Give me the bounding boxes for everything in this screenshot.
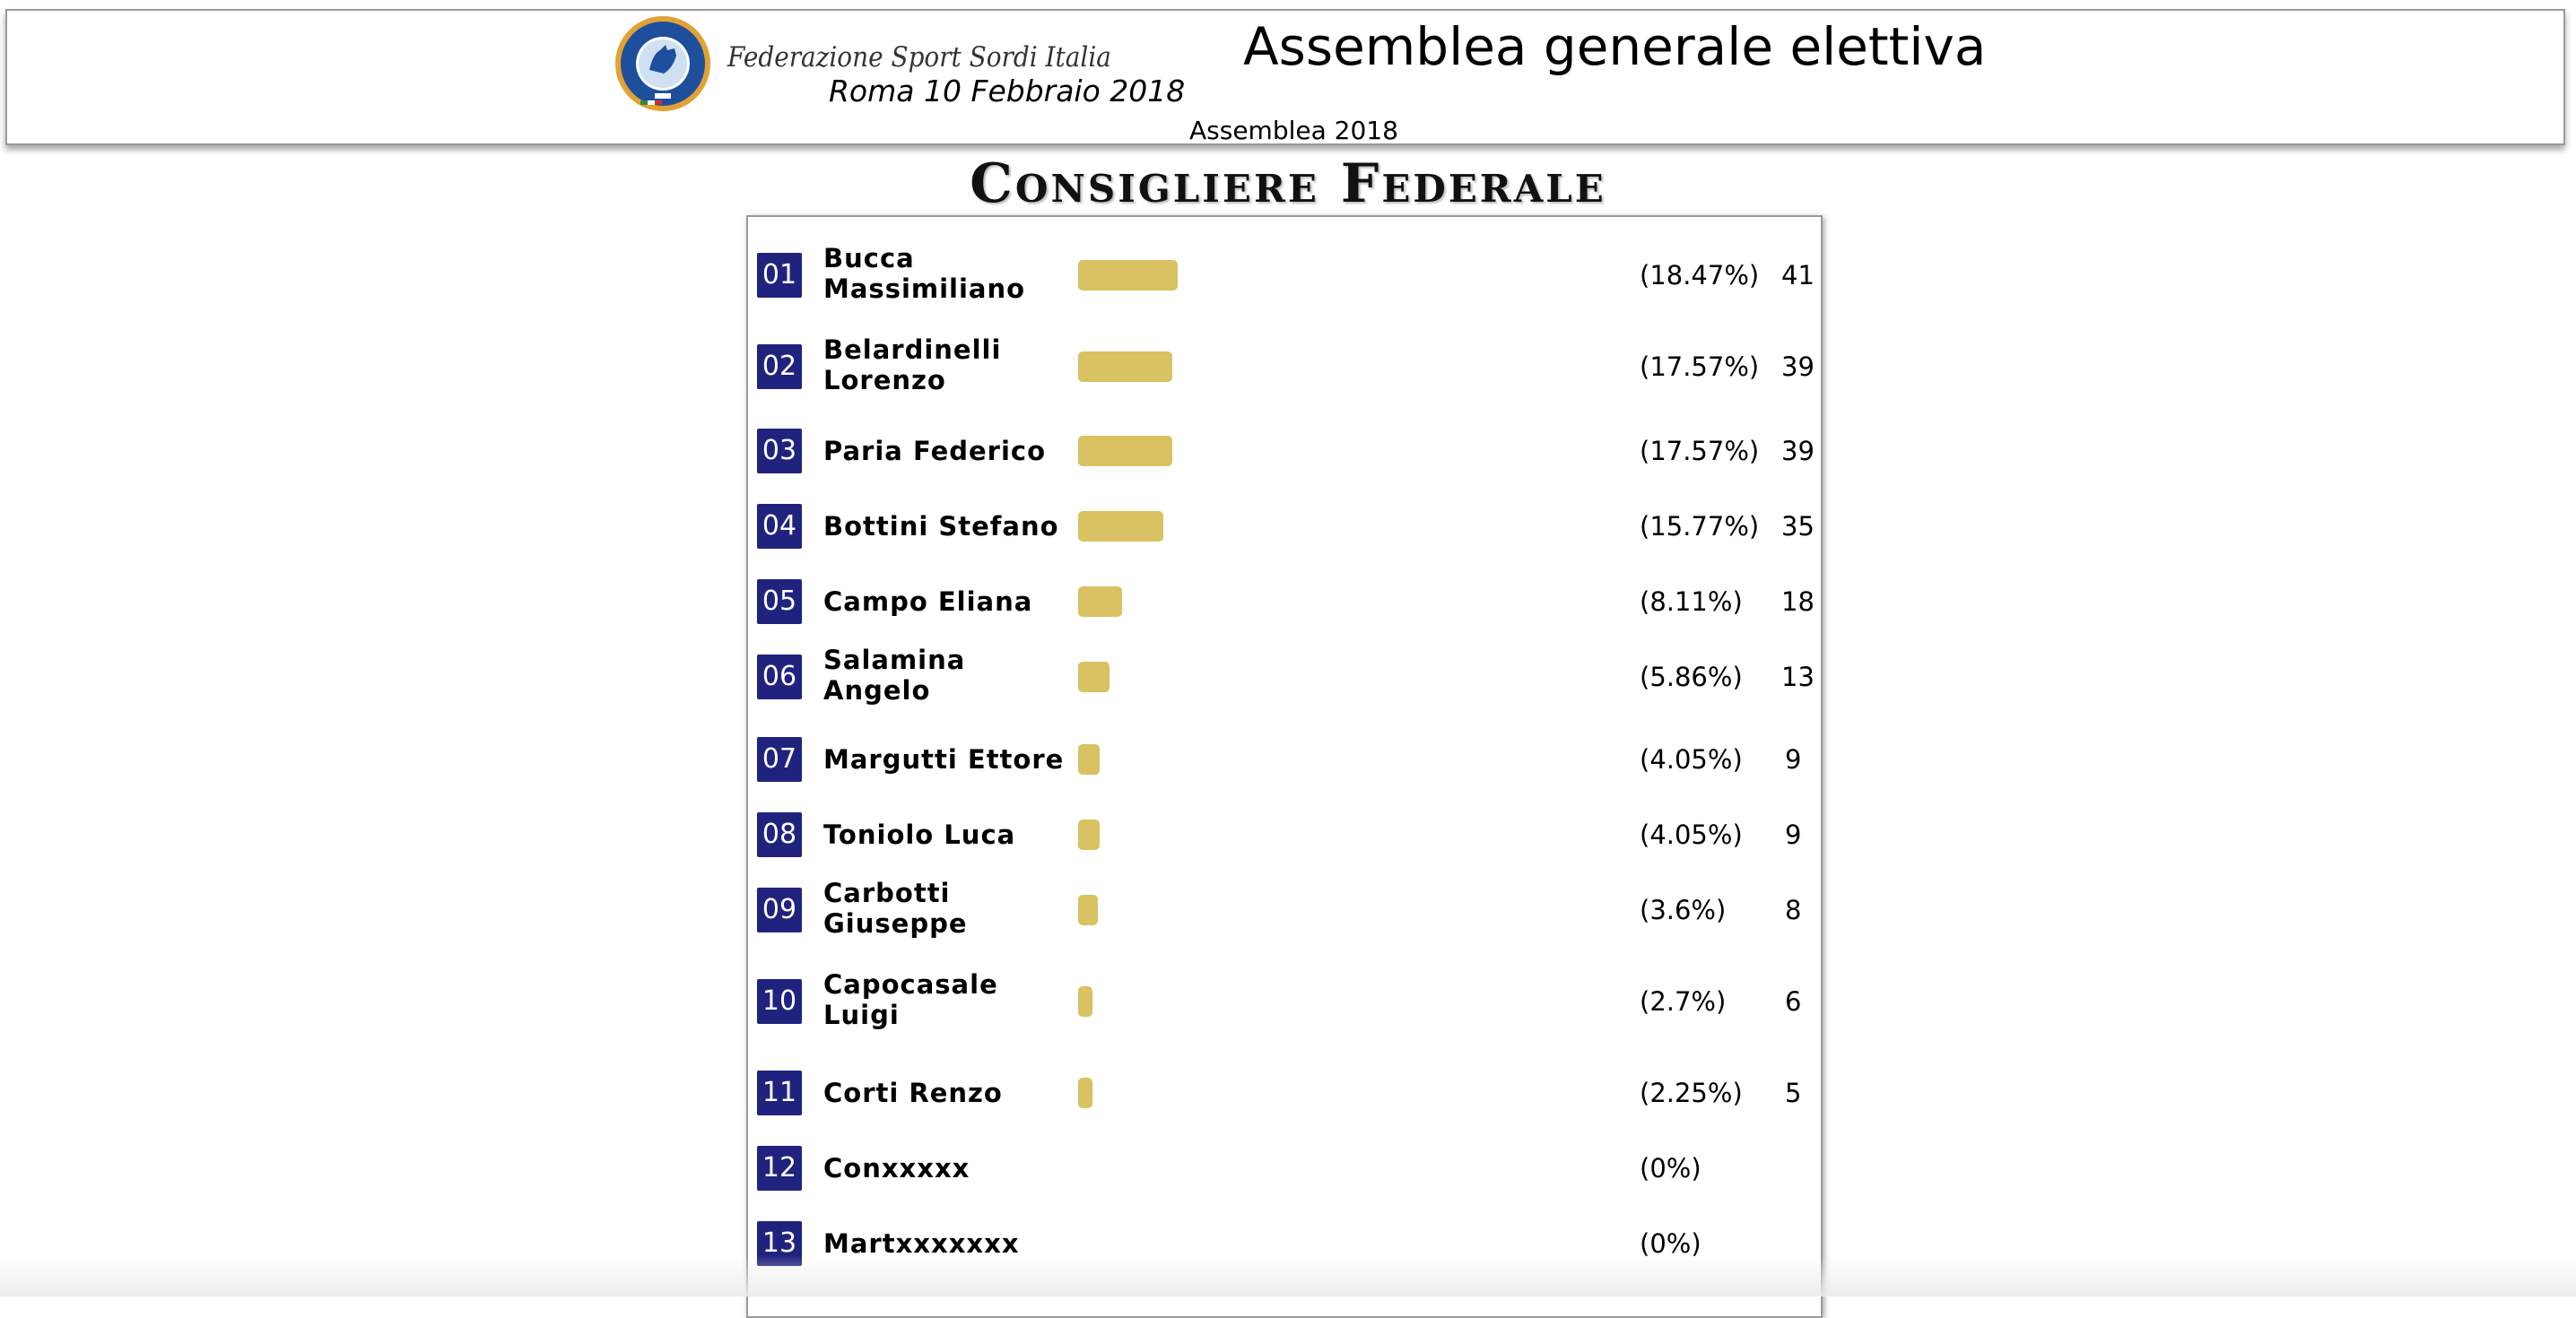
page-title: Assemblea generale elettiva: [1243, 16, 1987, 77]
candidate-name: Carbotti Giuseppe: [823, 878, 968, 939]
candidate-votes: 5: [1785, 1078, 1802, 1108]
candidate-number-badge: 09: [757, 888, 802, 932]
candidate-row: 12 Conxxxxx (0%): [748, 1142, 1821, 1214]
candidate-percentage: (2.7%): [1640, 986, 1727, 1017]
candidate-name: Salamina Angelo: [823, 645, 966, 706]
vote-share-bar: [1078, 744, 1100, 775]
meeting-date: Roma 10 Febbraio 2018: [829, 74, 1186, 108]
candidate-number-badge: 12: [757, 1146, 802, 1191]
vote-share-bar: [1078, 586, 1122, 617]
candidate-row: 08 Toniolo Luca (4.05%) 9: [748, 809, 1821, 880]
candidate-number-badge: 04: [757, 504, 802, 549]
candidate-row: 09 Carbotti Giuseppe (3.6%) 8: [748, 878, 1821, 956]
candidate-percentage: (2.25%): [1640, 1078, 1743, 1108]
candidate-votes: 9: [1785, 744, 1802, 775]
candidate-name: Toniolo Luca: [823, 819, 1016, 850]
candidate-name: Capocasale Luigi: [823, 969, 998, 1030]
candidate-votes: 6: [1785, 986, 1802, 1017]
page-header: Federazione Sport Sordi Italia Roma 10 F…: [5, 9, 2565, 145]
candidate-number-badge: 10: [757, 979, 802, 1024]
candidate-row: 11 Corti Renzo (2.25%) 5: [748, 1067, 1821, 1139]
candidate-number-badge: 13: [757, 1221, 802, 1266]
candidate-name: Conxxxxx: [823, 1153, 970, 1184]
results-panel: 01 Bucca Massimiliano (18.47%) 41 02 Belardin…: [746, 215, 1823, 1318]
candidate-votes: 39: [1781, 436, 1815, 466]
candidate-number-badge: 01: [757, 253, 802, 298]
candidate-row: 13 Martxxxxxxx (0%): [748, 1218, 1821, 1289]
vote-share-bar: [1078, 819, 1100, 850]
section-title: Consigliere Federale: [970, 152, 1606, 215]
candidate-number-badge: 11: [757, 1071, 802, 1115]
candidate-percentage: (15.77%): [1640, 511, 1760, 542]
candidate-row: 03 Paria Federico (17.57%) 39: [748, 425, 1821, 497]
candidate-name: Bucca Massimiliano: [823, 243, 1026, 304]
candidate-percentage: (5.86%): [1640, 662, 1743, 692]
candidate-row: 02 Belardinelli Lorenzo (17.57%) 39: [748, 334, 1821, 412]
vote-share-bar: [1078, 662, 1110, 692]
candidate-percentage: (18.47%): [1640, 260, 1760, 290]
candidate-votes: 13: [1781, 662, 1815, 692]
candidate-row: 07 Margutti Ettore (4.05%) 9: [748, 733, 1821, 805]
candidate-percentage: (0%): [1640, 1153, 1701, 1184]
candidate-number-badge: 03: [757, 429, 802, 473]
vote-share-bar: [1078, 351, 1172, 382]
candidate-number-badge: 02: [757, 344, 802, 389]
candidate-name: Bottini Stefano: [823, 511, 1059, 542]
federation-logo: [615, 16, 710, 111]
candidate-name: Paria Federico: [823, 436, 1047, 466]
candidate-row: 06 Salamina Angelo (5.86%) 13: [748, 645, 1821, 723]
candidate-votes: 41: [1781, 260, 1815, 290]
candidate-votes: 35: [1781, 511, 1815, 542]
vote-share-bar: [1078, 1078, 1092, 1108]
candidate-votes: 18: [1781, 586, 1815, 617]
candidate-number-badge: 08: [757, 812, 802, 857]
candidate-percentage: (4.05%): [1640, 744, 1743, 775]
federation-name: Federazione Sport Sordi Italia: [727, 41, 1111, 74]
vote-share-bar: [1078, 511, 1163, 542]
candidate-name: Corti Renzo: [823, 1078, 1003, 1108]
vote-share-bar: [1078, 260, 1178, 290]
candidate-number-badge: 05: [757, 579, 802, 624]
candidate-percentage: (3.6%): [1640, 895, 1727, 925]
candidate-percentage: (17.57%): [1640, 351, 1760, 382]
candidate-name: Campo Eliana: [823, 586, 1033, 617]
vote-share-bar: [1078, 986, 1092, 1017]
candidate-number-badge: 06: [757, 655, 802, 699]
candidate-name: Belardinelli Lorenzo: [823, 334, 1002, 395]
candidate-row: 04 Bottini Stefano (15.77%) 35: [748, 500, 1821, 572]
candidate-row: 10 Capocasale Luigi (2.7%) 6: [748, 969, 1821, 1047]
candidate-percentage: (4.05%): [1640, 819, 1743, 850]
vote-share-bar: [1078, 436, 1172, 466]
candidate-row: 01 Bucca Massimiliano (18.47%) 41: [748, 243, 1821, 321]
candidate-row: 05 Campo Eliana (8.11%) 18: [748, 576, 1821, 647]
candidate-name: Martxxxxxxx: [823, 1228, 1020, 1259]
candidate-name: Margutti Ettore: [823, 744, 1065, 775]
candidate-percentage: (0%): [1640, 1228, 1701, 1259]
page-subtitle: Assemblea 2018: [1189, 116, 1398, 145]
candidate-number-badge: 07: [757, 737, 802, 782]
candidate-votes: 39: [1781, 351, 1815, 382]
candidate-percentage: (8.11%): [1640, 586, 1743, 617]
candidate-percentage: (17.57%): [1640, 436, 1760, 466]
vote-share-bar: [1078, 895, 1098, 925]
candidate-votes: 9: [1785, 819, 1802, 850]
candidate-votes: 8: [1785, 895, 1802, 925]
